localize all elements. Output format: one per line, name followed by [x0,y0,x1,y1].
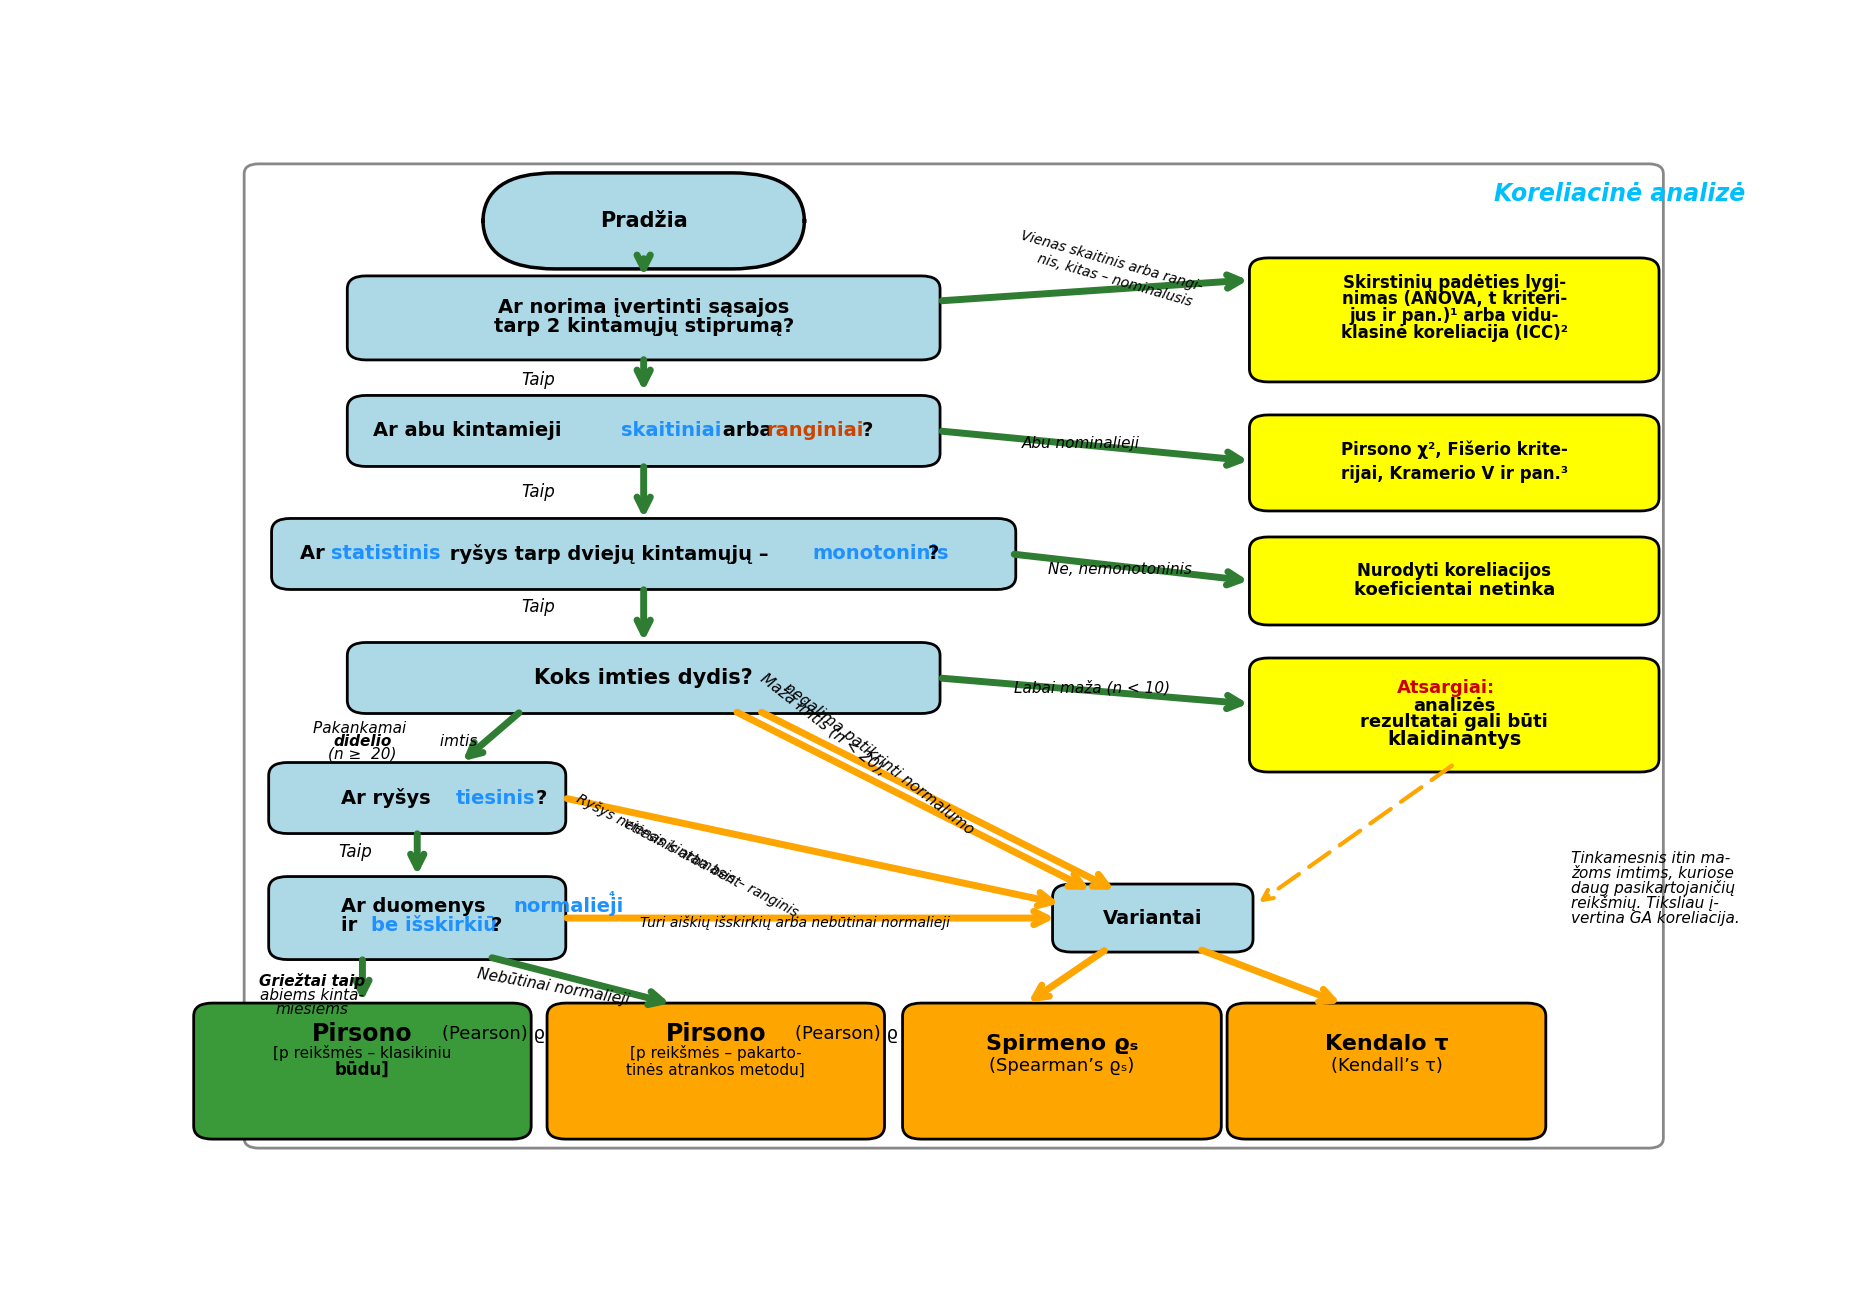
Text: Taip: Taip [521,372,555,388]
Text: Turi aiškių išskirkių arba nebūtinai normalieji: Turi aiškių išskirkių arba nebūtinai nor… [640,916,951,930]
Text: ?: ? [862,421,873,440]
Text: ?: ? [491,916,502,934]
Text: (Pearson) ϱ: (Pearson) ϱ [795,1025,899,1043]
Text: Maža imtis (n < 20),: Maža imtis (n < 20), [757,670,890,778]
FancyBboxPatch shape [482,173,804,269]
Text: (Spearman’s ϱₛ): (Spearman’s ϱₛ) [990,1057,1135,1076]
FancyBboxPatch shape [268,877,566,960]
Text: Taip: Taip [521,483,555,501]
Text: Kendalo τ: Kendalo τ [1325,1034,1448,1053]
Text: daug pasikartojaničių: daug pasikartojaničių [1571,879,1734,896]
Text: Pirsono χ², Fišerio krite-: Pirsono χ², Fišerio krite- [1340,440,1567,460]
Text: rijai, Kramerio V ir pan.³: rijai, Kramerio V ir pan.³ [1340,465,1567,483]
Text: Taip: Taip [521,598,555,616]
Text: koeficientai netinka: koeficientai netinka [1353,581,1554,599]
Text: Pirsono: Pirsono [666,1022,767,1046]
Text: Taip: Taip [339,843,372,861]
Text: didelio: didelio [333,734,391,748]
FancyBboxPatch shape [268,763,566,834]
Text: monotoninis: monotoninis [813,544,949,564]
FancyBboxPatch shape [272,518,1016,590]
Text: abiems kinta-: abiems kinta- [261,987,365,1003]
Text: Pirsono: Pirsono [313,1022,413,1046]
Text: ?: ? [536,788,547,808]
Text: miesiems: miesiems [275,1002,348,1017]
Text: nimas (ANOVA, t kriteri-: nimas (ANOVA, t kriteri- [1342,290,1567,308]
Text: statistinis: statistinis [331,544,441,564]
Text: Labai maža (n < 10): Labai maža (n < 10) [1014,681,1171,696]
Text: žoms imtims, kuriose: žoms imtims, kuriose [1571,865,1734,881]
Text: Ryšys netiesinis arba bent: Ryšys netiesinis arba bent [573,791,743,890]
Text: Skirstinių padėties lygi-: Skirstinių padėties lygi- [1342,274,1565,292]
FancyBboxPatch shape [348,643,940,713]
Text: Ar abu kintamieji: Ar abu kintamieji [372,421,568,440]
FancyBboxPatch shape [348,395,940,466]
Text: (Kendall’s τ): (Kendall’s τ) [1331,1057,1442,1076]
Text: Koks imties dydis?: Koks imties dydis? [534,668,754,688]
Text: [p reikšmės – klasikiniu: [p reikšmės – klasikiniu [274,1046,452,1061]
FancyBboxPatch shape [1249,414,1658,511]
Text: klasinė koreliacija (ICC)²: klasinė koreliacija (ICC)² [1340,323,1567,342]
Text: tinės atrankos metodu]: tinės atrankos metodu] [627,1063,806,1078]
Text: Griežtai taip: Griežtai taip [259,973,365,989]
FancyBboxPatch shape [903,1003,1221,1139]
Text: Ar: Ar [300,544,331,564]
Text: (n ≥  20): (n ≥ 20) [328,747,396,761]
Text: ranginiai: ranginiai [767,421,864,440]
FancyBboxPatch shape [1249,659,1658,772]
FancyBboxPatch shape [1249,259,1658,382]
Text: Spirmeno ϱₛ: Spirmeno ϱₛ [986,1034,1139,1053]
Text: Ar ryšys: Ar ryšys [341,788,437,808]
Text: Pradžia: Pradžia [599,210,687,231]
Text: Tinkamesnis itin ma-: Tinkamesnis itin ma- [1571,851,1731,865]
Text: Variantai: Variantai [1104,908,1202,927]
FancyBboxPatch shape [194,1003,530,1139]
Text: [p reikšmės – pakarto-: [p reikšmės – pakarto- [631,1046,802,1061]
Text: reikšmių. Tiksliau į-: reikšmių. Tiksliau į- [1571,895,1720,911]
Text: jus ir pan.)¹ arba vidu-: jus ir pan.)¹ arba vidu- [1349,307,1560,325]
Text: ?: ? [929,544,940,564]
Text: ⁴: ⁴ [609,890,616,904]
Text: normalieji: normalieji [514,896,623,916]
Text: negalima patikrinti normalumo: negalima patikrinti normalumo [782,681,977,838]
Text: analizės: analizės [1412,698,1496,714]
FancyBboxPatch shape [1249,536,1658,625]
Text: ryšys tarp dviejų kintamųjų –: ryšys tarp dviejų kintamųjų – [443,544,776,564]
Text: tarp 2 kintamųjų stiprumą?: tarp 2 kintamųjų stiprumą? [493,317,795,336]
Text: skaitiniai: skaitiniai [620,421,720,440]
Text: rezultatai gali būti: rezultatai gali būti [1360,713,1548,731]
FancyBboxPatch shape [1053,885,1252,952]
Text: imtis: imtis [435,734,476,748]
Text: Nebūtinai normalieji: Nebūtinai normalieji [476,966,631,1008]
Text: vienas kintamasis – ranginis.: vienas kintamasis – ranginis. [622,816,804,922]
FancyBboxPatch shape [547,1003,884,1139]
Text: ir: ir [341,916,363,934]
Text: būdu]: būdu] [335,1061,389,1079]
Text: Vienas skaitinis arba rangi-: Vienas skaitinis arba rangi- [1018,229,1204,294]
Text: Ne, nemonotoninis: Ne, nemonotoninis [1048,562,1191,578]
Text: Ar norima įvertinti sąsajos: Ar norima įvertinti sąsajos [499,299,789,317]
FancyBboxPatch shape [1226,1003,1546,1139]
FancyBboxPatch shape [348,275,940,360]
Text: Ar duomenys: Ar duomenys [341,896,491,916]
Text: (Pearson) ϱ: (Pearson) ϱ [441,1025,545,1043]
Text: tiesinis: tiesinis [456,788,536,808]
Text: Atsargiai:: Atsargiai: [1396,679,1494,698]
Text: Abu nominalieji: Abu nominalieji [1022,436,1139,452]
Text: Nurodyti koreliacijos: Nurodyti koreliacijos [1357,562,1552,579]
Text: nis, kitas – nominalusis: nis, kitas – nominalusis [1037,251,1195,309]
Text: vertina GA koreliacija.: vertina GA koreliacija. [1571,911,1740,926]
Text: be išskirkiū: be išskirkiū [370,916,497,934]
Text: Koreliacinė analizė: Koreliacinė analizė [1494,182,1746,205]
Text: arba: arba [716,421,780,440]
Text: klaidinantys: klaidinantys [1386,730,1520,748]
Text: Pakankamai: Pakankamai [313,721,411,735]
